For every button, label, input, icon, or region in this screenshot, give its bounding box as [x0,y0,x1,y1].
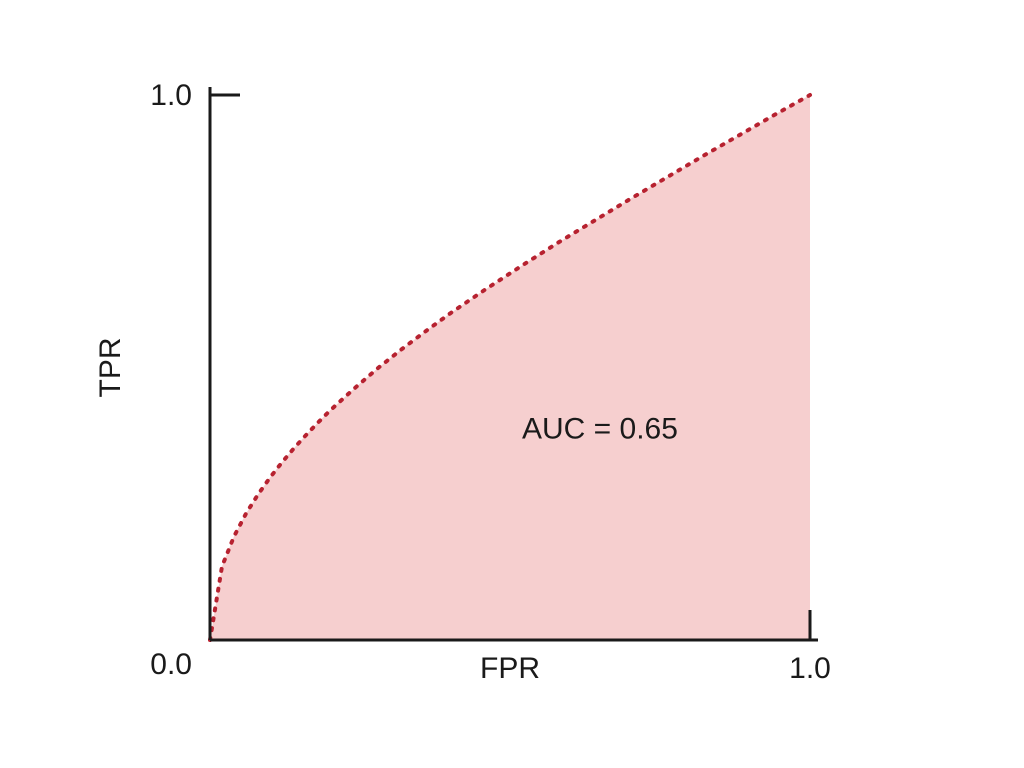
x-tick-label-1: 1.0 [789,652,831,685]
y-tick-label-1: 1.0 [150,79,192,112]
y-tick-label-0: 0.0 [150,648,192,681]
y-axis-label: TPR [94,338,127,398]
roc-chart: 1.0 0.0 1.0 FPR TPR AUC = 0.65 [0,0,1024,768]
auc-annotation: AUC = 0.65 [522,412,678,445]
roc-chart-svg: 1.0 0.0 1.0 FPR TPR AUC = 0.65 [0,0,1024,768]
x-axis-label: FPR [480,652,540,685]
